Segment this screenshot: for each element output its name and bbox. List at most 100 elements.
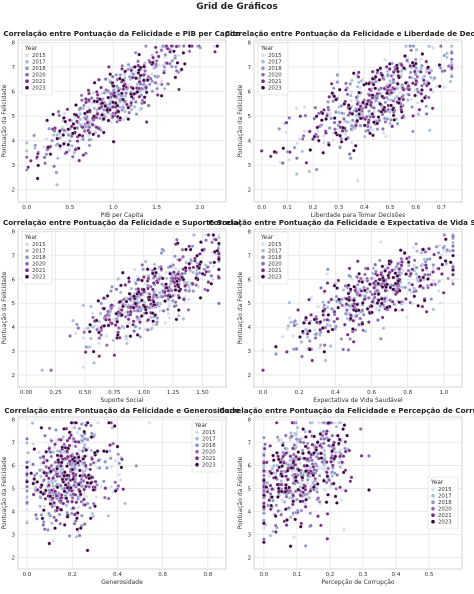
- data-point: [358, 104, 363, 109]
- data-point: [124, 114, 129, 119]
- data-point: [395, 274, 400, 278]
- data-point: [390, 268, 395, 273]
- data-point: [285, 350, 289, 354]
- data-point: [42, 155, 47, 160]
- data-point: [121, 84, 126, 88]
- data-point: [342, 102, 347, 106]
- data-point: [81, 479, 86, 483]
- data-point: [404, 44, 408, 49]
- data-point: [134, 100, 138, 104]
- data-point: [78, 106, 83, 111]
- data-point: [131, 319, 136, 324]
- legend-label: 2017: [268, 60, 282, 66]
- data-point: [36, 163, 41, 168]
- data-point: [67, 148, 71, 153]
- data-point: [77, 533, 82, 538]
- data-point: [372, 109, 377, 114]
- data-point: [169, 64, 174, 69]
- data-point: [82, 429, 87, 434]
- data-point: [330, 327, 335, 332]
- data-point: [97, 354, 102, 359]
- data-point: [351, 304, 355, 308]
- data-point: [117, 461, 122, 466]
- data-point: [114, 311, 119, 316]
- data-point: [347, 298, 351, 302]
- data-point: [168, 264, 173, 269]
- data-point: [43, 433, 47, 438]
- data-point: [51, 133, 56, 137]
- data-point: [127, 279, 131, 284]
- data-point: [269, 471, 274, 476]
- data-point: [299, 521, 304, 526]
- data-point: [314, 114, 319, 119]
- data-point: [34, 513, 38, 517]
- data-point: [277, 438, 281, 443]
- data-point: [102, 449, 106, 453]
- data-point: [437, 84, 442, 89]
- data-point: [290, 420, 295, 425]
- data-point: [357, 107, 362, 112]
- data-point: [375, 68, 380, 73]
- data-point: [177, 288, 182, 293]
- data-point: [283, 446, 288, 451]
- data-point: [284, 474, 288, 479]
- data-point: [81, 153, 86, 157]
- data-point: [282, 460, 286, 465]
- data-point: [427, 257, 432, 261]
- data-point: [165, 46, 170, 51]
- data-point: [123, 501, 127, 506]
- data-point: [79, 484, 84, 489]
- data-point: [442, 85, 447, 90]
- data-point: [420, 63, 424, 68]
- data-point: [301, 486, 306, 490]
- data-point: [343, 284, 348, 288]
- data-point: [379, 86, 383, 91]
- data-point: [342, 423, 347, 427]
- data-point: [449, 65, 454, 70]
- data-point: [345, 433, 349, 438]
- data-point: [86, 326, 90, 331]
- legend-box: [257, 42, 289, 96]
- data-point: [48, 450, 53, 455]
- data-point: [155, 320, 159, 324]
- data-point: [324, 117, 328, 121]
- data-point: [358, 116, 363, 121]
- data-point: [312, 134, 317, 139]
- data-point: [443, 259, 448, 263]
- data-point: [265, 489, 270, 494]
- data-point: [316, 129, 321, 133]
- data-point: [322, 478, 326, 483]
- data-point: [422, 298, 427, 303]
- data-point: [101, 130, 106, 135]
- legend-marker: [25, 242, 29, 246]
- x-tick-label: 0.3: [358, 572, 367, 578]
- data-point: [276, 486, 281, 491]
- data-point: [406, 260, 411, 265]
- data-point: [96, 134, 101, 138]
- data-point: [292, 145, 297, 150]
- legend-marker: [25, 53, 29, 57]
- data-point: [38, 468, 42, 473]
- data-point: [146, 286, 150, 291]
- data-point: [187, 244, 192, 249]
- data-point: [275, 468, 280, 473]
- data-point: [276, 457, 281, 462]
- data-point: [287, 316, 292, 320]
- data-point: [407, 87, 411, 92]
- data-point: [403, 81, 408, 85]
- data-point: [90, 122, 95, 127]
- data-point: [121, 118, 126, 122]
- data-point: [325, 470, 329, 475]
- data-point: [262, 460, 266, 465]
- legend-marker: [25, 261, 29, 266]
- x-tick-label: 0.2: [309, 205, 318, 211]
- y-tick-label: 2: [247, 188, 251, 194]
- data-point: [145, 78, 150, 82]
- data-point: [198, 296, 203, 300]
- data-point: [32, 133, 36, 138]
- data-point: [120, 324, 125, 329]
- data-point: [359, 454, 364, 458]
- data-point: [414, 289, 418, 293]
- data-point: [71, 122, 76, 126]
